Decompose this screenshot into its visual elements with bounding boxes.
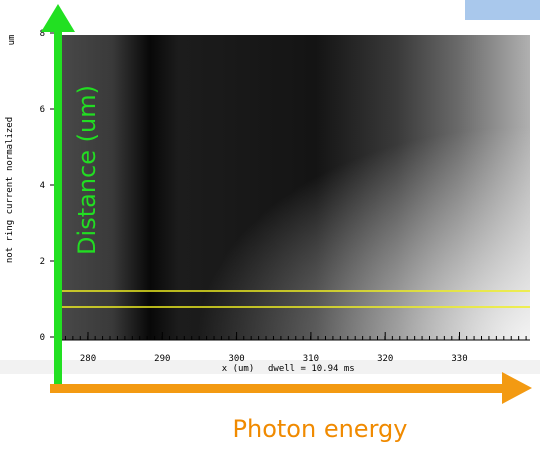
x-tick-label: 290 [154,354,170,364]
horizontal-arrow: Photon energy [50,372,532,443]
dwell-label: dwell = 10.94 ms [268,364,355,374]
y-unit: um [7,35,17,46]
arrow-head [502,372,532,404]
y-axis-title: not ring current normalized [5,117,15,263]
horizontal-arrow-label: Photon energy [233,415,408,443]
x-axis-title: x (um) [222,364,255,374]
arrow-shaft [54,30,62,386]
image-highlight [55,35,530,340]
arrow-head [41,4,75,32]
vertical-arrow-label: Distance (um) [73,85,101,255]
plot: not ring current normalized um x (um) dw… [5,29,530,374]
x-tick-label: 280 [80,354,96,364]
arrow-shaft [50,384,505,393]
x-tick-label: 320 [377,354,393,364]
y-tick-label: 8 [40,29,45,39]
y-tick-label: 2 [40,257,45,267]
window-fragment [465,0,540,20]
y-tick-label: 6 [40,105,45,115]
x-tick-label: 330 [451,354,467,364]
y-tick-label: 4 [40,181,45,191]
status-strip [0,360,540,374]
y-tick-label: 0 [40,333,45,343]
x-tick-label: 310 [303,354,319,364]
vertical-arrow: Distance (um) [41,4,101,386]
x-tick-label: 300 [228,354,244,364]
